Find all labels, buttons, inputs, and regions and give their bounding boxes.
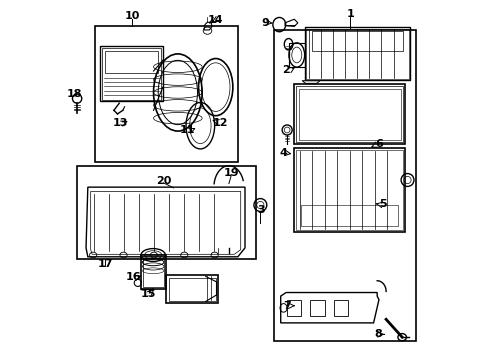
Bar — [310, 300, 325, 316]
Text: 14: 14 — [208, 15, 223, 25]
Bar — [167, 275, 218, 303]
Text: 15: 15 — [141, 289, 156, 298]
Bar — [77, 166, 256, 258]
Bar — [287, 300, 301, 316]
Text: 7: 7 — [283, 301, 291, 311]
Text: 8: 8 — [374, 329, 382, 339]
Bar — [301, 205, 398, 226]
Bar — [305, 27, 411, 80]
Bar — [312, 31, 403, 51]
Bar — [143, 258, 164, 287]
Bar — [294, 148, 405, 232]
Polygon shape — [302, 81, 320, 84]
Text: 16: 16 — [126, 272, 141, 282]
Text: 2: 2 — [283, 65, 290, 75]
Bar — [296, 86, 403, 142]
Bar — [141, 255, 166, 289]
Bar — [100, 46, 163, 102]
Bar — [95, 26, 238, 162]
Text: 4: 4 — [280, 148, 288, 158]
Text: 17: 17 — [97, 259, 113, 269]
Bar — [273, 30, 416, 341]
Text: 1: 1 — [346, 9, 354, 19]
Bar — [294, 84, 405, 144]
Text: 10: 10 — [125, 11, 140, 21]
Bar — [102, 48, 161, 100]
Text: 9: 9 — [262, 18, 270, 28]
Bar — [289, 43, 305, 67]
Bar — [334, 300, 348, 316]
Text: 18: 18 — [67, 89, 82, 99]
Bar — [104, 51, 158, 73]
Text: 6: 6 — [375, 139, 383, 149]
Text: 3: 3 — [257, 205, 265, 215]
Text: 19: 19 — [223, 168, 239, 178]
Text: 20: 20 — [156, 176, 171, 186]
Bar — [169, 278, 216, 301]
Bar — [298, 89, 401, 140]
Text: 12: 12 — [212, 118, 228, 128]
Bar — [306, 28, 409, 78]
Bar — [296, 150, 403, 230]
Text: 5: 5 — [379, 199, 386, 209]
Text: 11: 11 — [180, 125, 196, 135]
Text: 13: 13 — [112, 118, 128, 128]
